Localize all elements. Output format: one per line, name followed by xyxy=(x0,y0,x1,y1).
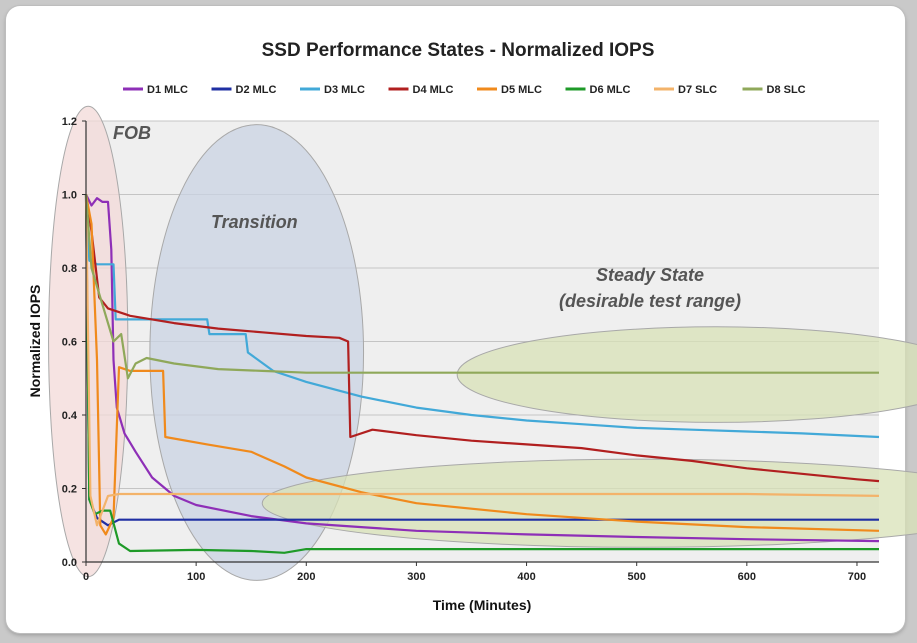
legend-label: D1 MLC xyxy=(147,84,188,96)
series-line-d8-slc xyxy=(84,194,879,380)
x-tick-label: 700 xyxy=(848,571,866,583)
series-line-d5-mlc xyxy=(84,194,880,536)
series-lines xyxy=(84,194,880,554)
annotations: FOB Transition Steady State (desirable t… xyxy=(113,123,741,311)
annotation-fob: FOB xyxy=(113,123,151,143)
y-tick-label: 1.0 xyxy=(62,190,77,202)
annotation-steady-state: Steady State xyxy=(596,265,704,285)
y-axis-label: Normalized IOPS xyxy=(27,285,43,398)
x-axis-label: Time (Minutes) xyxy=(433,597,532,613)
legend-label: D8 SLC xyxy=(767,84,806,96)
series-line-d4-mlc xyxy=(84,194,880,483)
y-tick-label: 0.4 xyxy=(62,410,78,422)
y-tick-label: 0.6 xyxy=(62,337,77,349)
x-tick-label: 200 xyxy=(297,571,315,583)
x-tick-label: 400 xyxy=(517,571,535,583)
series-line-d3-mlc xyxy=(84,194,880,439)
x-tick-label: 100 xyxy=(187,571,205,583)
legend: D1 MLC D2 MLC D3 MLC D4 MLC D5 MLC D6 MLC D7 S… xyxy=(123,84,806,96)
legend-label: D2 MLC xyxy=(236,84,277,96)
y-tick-label: 0.2 xyxy=(62,484,77,496)
steady-state-upper-region xyxy=(456,326,917,423)
legend-label: D7 SLC xyxy=(678,84,717,96)
axes: 0.0 0.2 0.4 0.6 0.8 1.0 1.2 0 100 200 300 400 500 600… xyxy=(62,116,879,583)
axis-labels: Time (Minutes) Normalized IOPS xyxy=(27,285,531,613)
legend-label: D6 MLC xyxy=(590,84,631,96)
series-line-d7-slc xyxy=(84,194,880,527)
y-tick-label: 0.0 xyxy=(62,557,77,569)
x-tick-label: 600 xyxy=(738,571,756,583)
annotation-transition: Transition xyxy=(211,212,298,232)
y-tick-label: 1.2 xyxy=(62,116,77,128)
y-tick-label: 0.8 xyxy=(62,263,77,275)
x-tick-label: 0 xyxy=(83,571,89,583)
transition-region xyxy=(149,124,365,581)
x-tick-label: 300 xyxy=(407,571,425,583)
chart-title: SSD Performance States - Normalized IOPS xyxy=(262,40,655,61)
series-line-d6-mlc xyxy=(84,194,879,554)
steady-state-lower-region xyxy=(261,458,917,548)
legend-label: D5 MLC xyxy=(501,84,542,96)
series-line-d1-mlc xyxy=(85,194,880,543)
annotation-steady-state-sub: (desirable test range) xyxy=(559,291,741,311)
legend-label: D4 MLC xyxy=(413,84,454,96)
x-tick-label: 500 xyxy=(628,571,646,583)
legend-label: D3 MLC xyxy=(324,84,365,96)
